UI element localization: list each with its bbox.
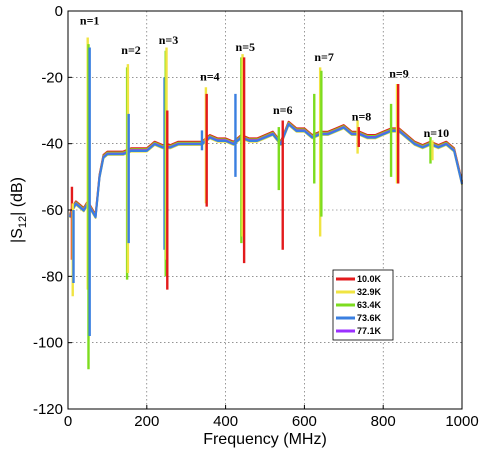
y-axis-label-main: |S (9, 228, 26, 243)
y-axis-label: |S12| (dB) (9, 177, 29, 243)
axis-ticks: 0 200 400 600 800 1000 0 -20 -40 -60 -80 -100 -120 (33, 3, 479, 430)
legend-label: 73.6K (357, 313, 382, 323)
mode-annotation: n=9 (389, 66, 409, 80)
annotations: n=1 n=2 n=3 n=4 n=5 n=6 n=7 n=8 n=9 n=10 (80, 13, 449, 140)
y-axis-label-sub: 12 (17, 216, 29, 228)
legend-label: 10.0K (357, 274, 382, 284)
y-tick-label: -60 (41, 202, 63, 219)
y-tick-label: -20 (41, 69, 63, 86)
x-tick-label: 800 (371, 413, 396, 430)
y-tick-label: -120 (33, 401, 63, 418)
y-tick-label: -40 (41, 136, 63, 153)
x-axis-label: Frequency (MHz) (203, 431, 327, 448)
x-tick-label: 600 (292, 413, 317, 430)
legend-label: 77.1K (357, 326, 382, 336)
x-tick-label: 1000 (445, 413, 478, 430)
mode-annotation: n=10 (424, 126, 450, 140)
legend: 10.0K 32.9K 63.4K 73.6K 77.1K (332, 269, 394, 341)
mode-annotation: n=6 (273, 103, 293, 117)
mode-annotation: n=5 (236, 40, 256, 54)
mode-annotation: n=8 (352, 109, 372, 123)
resonance-spikes (70, 37, 434, 370)
mode-annotation: n=2 (121, 43, 141, 57)
mode-annotation: n=4 (200, 70, 220, 84)
mode-annotation: n=7 (314, 50, 334, 64)
x-tick-label: 400 (213, 413, 238, 430)
y-tick-label: -100 (33, 335, 63, 352)
y-axis-label-tail: | (dB) (9, 177, 26, 216)
y-tick-label: -80 (41, 268, 63, 285)
legend-label: 32.9K (357, 287, 382, 297)
mode-annotation: n=1 (80, 13, 100, 27)
x-tick-label: 200 (134, 413, 159, 430)
legend-label: 63.4K (357, 300, 382, 310)
mode-annotation: n=3 (159, 33, 179, 47)
y-tick-label: 0 (55, 3, 63, 20)
x-tick-label: 0 (64, 413, 72, 430)
